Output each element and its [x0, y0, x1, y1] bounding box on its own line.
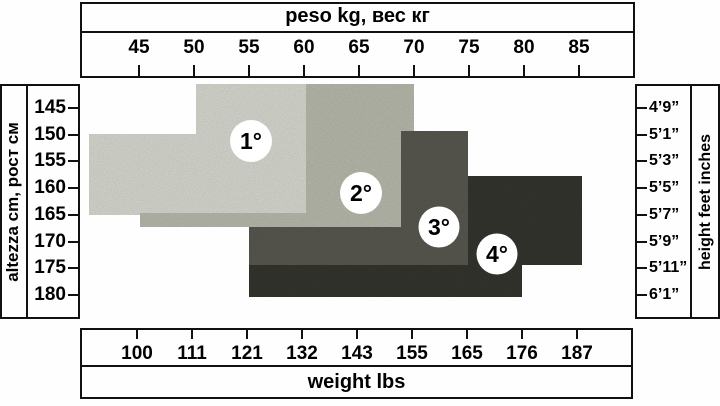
svg-text:3°: 3° — [428, 214, 450, 240]
svg-text:2°: 2° — [350, 180, 372, 206]
svg-text:4°: 4° — [486, 241, 508, 267]
svg-text:1°: 1° — [240, 128, 262, 154]
